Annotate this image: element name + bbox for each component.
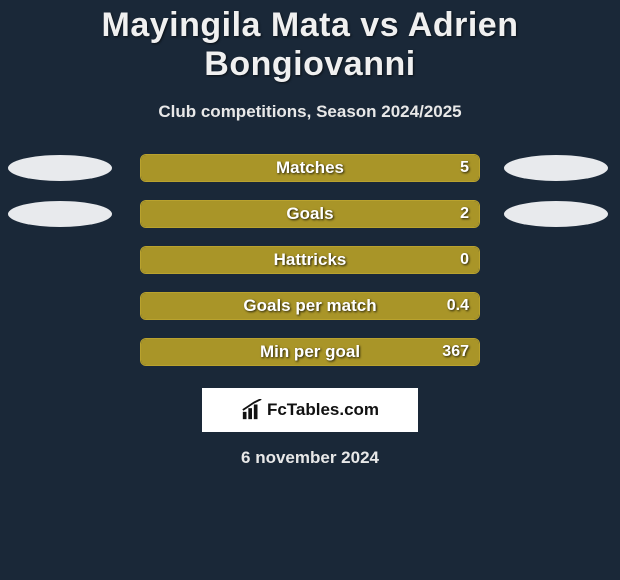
stat-value: 2 — [460, 201, 469, 227]
stat-row: Goals per match 0.4 — [0, 292, 620, 320]
stat-value: 367 — [442, 339, 469, 365]
stat-bar-fill — [141, 293, 479, 319]
brand-link[interactable]: FcTables.com — [202, 388, 418, 432]
stat-bar: Goals 2 — [140, 200, 480, 228]
stat-row: Matches 5 — [0, 154, 620, 182]
stat-row: Hattricks 0 — [0, 246, 620, 274]
comparison-card: Mayingila Mata vs Adrien Bongiovanni Clu… — [0, 0, 620, 580]
left-value-pill — [8, 155, 112, 181]
page-title: Mayingila Mata vs Adrien Bongiovanni — [0, 6, 620, 84]
stat-row: Min per goal 367 — [0, 338, 620, 366]
stat-value: 5 — [460, 155, 469, 181]
season-subtitle: Club competitions, Season 2024/2025 — [0, 102, 620, 122]
stat-bar-fill — [141, 247, 479, 273]
right-value-pill — [504, 201, 608, 227]
stat-bar-fill — [141, 201, 479, 227]
right-value-pill — [504, 155, 608, 181]
stat-bar: Min per goal 367 — [140, 338, 480, 366]
bar-chart-icon — [241, 399, 263, 421]
stats-rows: Matches 5 Goals 2 Hattricks 0 — [0, 154, 620, 366]
stat-value: 0.4 — [447, 293, 469, 319]
brand-label: FcTables.com — [267, 400, 379, 420]
stat-value: 0 — [460, 247, 469, 273]
stat-bar: Hattricks 0 — [140, 246, 480, 274]
left-value-pill — [8, 201, 112, 227]
stat-bar-fill — [141, 339, 479, 365]
snapshot-date: 6 november 2024 — [0, 448, 620, 468]
stat-bar: Matches 5 — [140, 154, 480, 182]
stat-row: Goals 2 — [0, 200, 620, 228]
stat-bar: Goals per match 0.4 — [140, 292, 480, 320]
stat-bar-fill — [141, 155, 479, 181]
